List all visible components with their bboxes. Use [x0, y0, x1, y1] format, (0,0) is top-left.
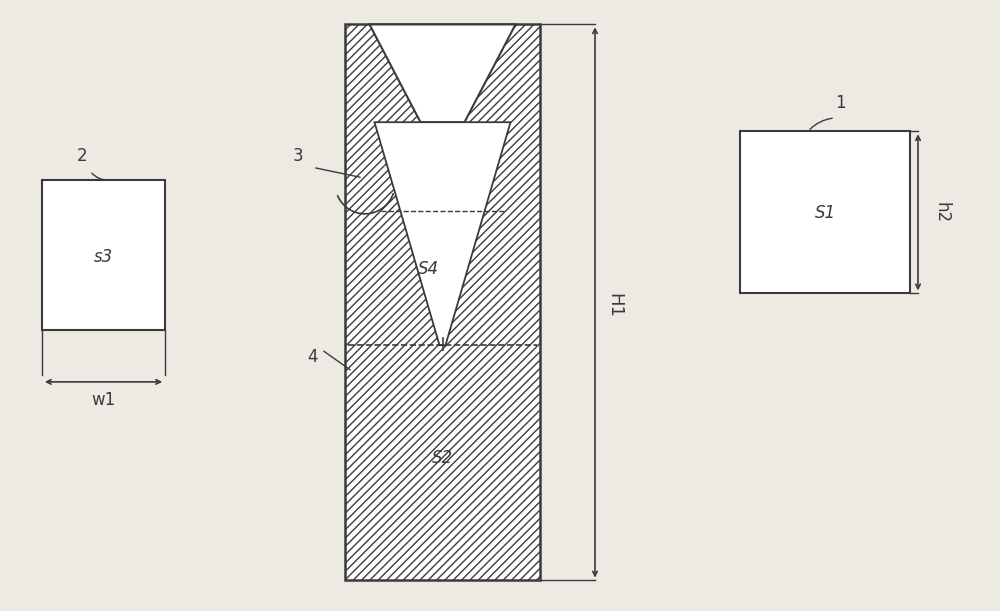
Text: H1: H1	[605, 293, 623, 318]
Text: 3: 3	[293, 147, 303, 165]
Text: h2: h2	[933, 202, 951, 223]
Text: S4: S4	[417, 260, 439, 278]
Bar	[740, 131, 910, 293]
Text: 1: 1	[835, 93, 845, 112]
Text: s3: s3	[93, 247, 113, 266]
Polygon shape	[370, 24, 516, 122]
Text: w1: w1	[91, 391, 115, 409]
Text: 4: 4	[307, 348, 317, 367]
Bar	[345, 24, 540, 580]
Polygon shape	[374, 122, 510, 345]
Text: S1: S1	[814, 203, 836, 222]
Text: 2: 2	[77, 147, 87, 165]
Text: S2: S2	[431, 449, 453, 467]
Bar	[42, 180, 165, 330]
